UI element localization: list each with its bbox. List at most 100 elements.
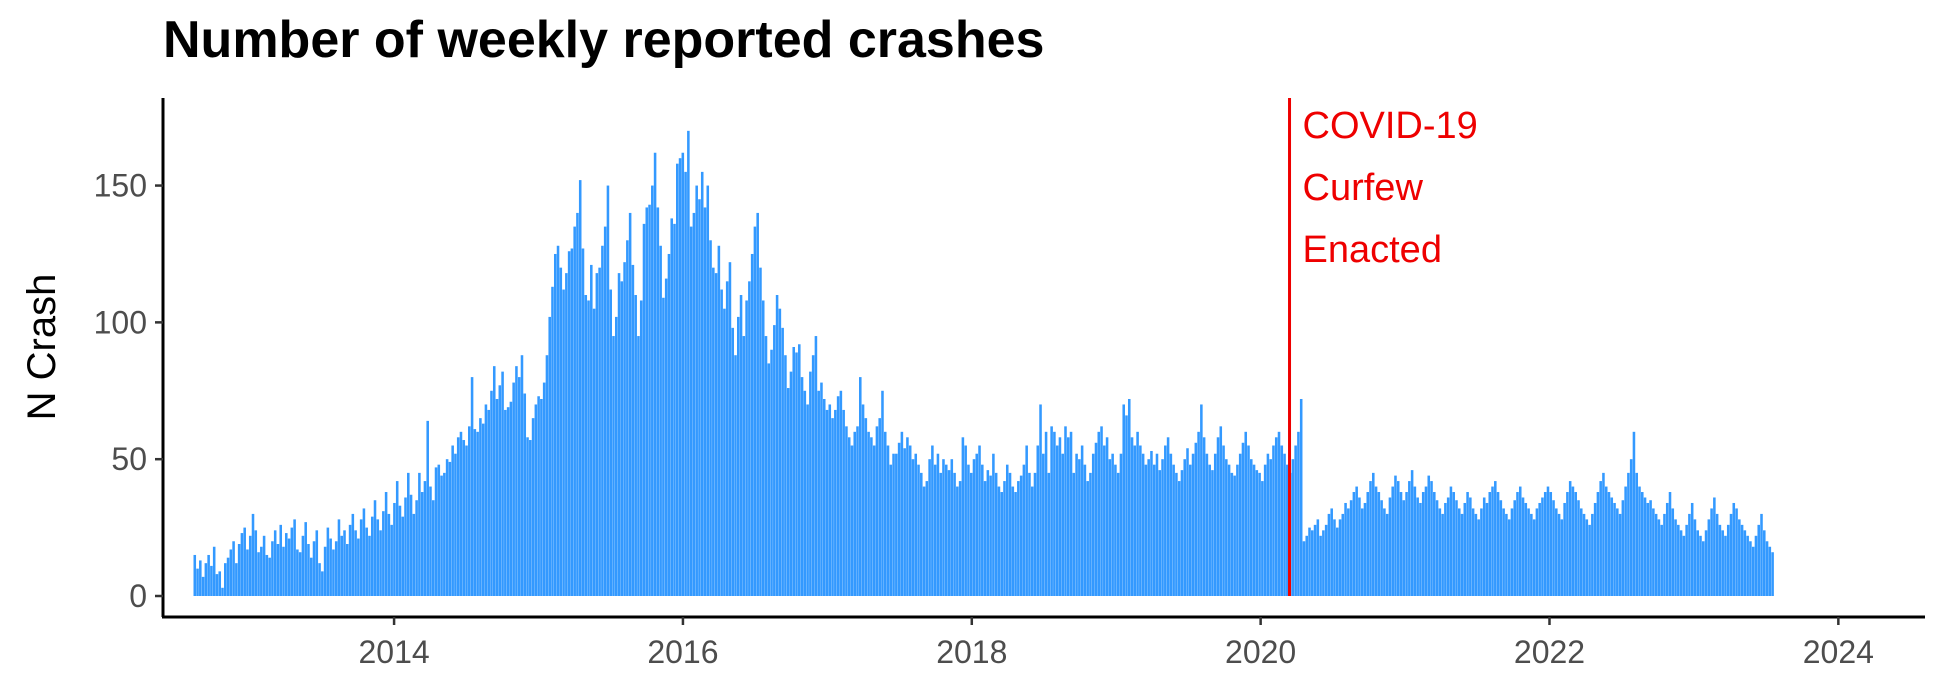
bar <box>825 409 829 596</box>
bar <box>462 440 466 596</box>
bar <box>1446 497 1450 596</box>
bar <box>811 355 815 596</box>
bar <box>1380 500 1383 596</box>
bar <box>836 396 840 596</box>
bar <box>1596 492 1600 596</box>
bar <box>359 519 363 596</box>
bar <box>598 267 601 596</box>
bar <box>196 568 199 596</box>
bar <box>1555 508 1558 596</box>
bar <box>881 390 884 596</box>
bar <box>667 253 671 596</box>
bar <box>1360 508 1364 596</box>
bar <box>409 494 413 596</box>
bar <box>687 130 690 596</box>
bar <box>1299 398 1303 596</box>
bar <box>537 396 540 596</box>
bar <box>1704 530 1708 596</box>
bar <box>792 347 796 596</box>
bar <box>1341 513 1345 596</box>
annotation-line-2: Curfew <box>1303 167 1424 209</box>
bar <box>573 226 576 596</box>
bar <box>1186 448 1189 596</box>
bar <box>357 538 360 596</box>
bar <box>714 273 718 596</box>
bar <box>456 437 460 596</box>
bar <box>506 407 510 596</box>
bar <box>1427 475 1431 596</box>
bar <box>1230 472 1234 596</box>
bar <box>1463 502 1467 596</box>
bar <box>379 530 382 596</box>
bar <box>989 475 992 596</box>
bar <box>1438 508 1442 596</box>
bar <box>1718 524 1722 596</box>
bar <box>806 404 809 596</box>
bar <box>756 212 759 597</box>
bar <box>1444 502 1447 596</box>
bar <box>1100 426 1103 596</box>
bar <box>545 355 549 596</box>
bar <box>975 453 979 596</box>
bar <box>1019 475 1023 596</box>
bar <box>1111 453 1114 596</box>
bar <box>1335 527 1339 596</box>
bar <box>207 554 210 596</box>
bar <box>651 185 654 596</box>
x-tick-label: 2022 <box>1514 634 1585 670</box>
bar <box>1638 486 1641 596</box>
bar <box>1549 492 1553 596</box>
bar <box>495 398 499 596</box>
bar <box>246 549 249 596</box>
bar <box>523 393 527 596</box>
bar <box>725 281 729 596</box>
bar <box>556 245 560 596</box>
bar <box>562 289 565 596</box>
bar <box>911 459 915 596</box>
bar-series <box>193 130 1774 597</box>
bar <box>1061 453 1064 596</box>
bar <box>1430 481 1433 596</box>
bar <box>1152 464 1156 596</box>
bar <box>423 481 427 596</box>
bar <box>1208 464 1211 596</box>
bar <box>1274 437 1278 596</box>
bar <box>1505 513 1508 596</box>
bar <box>570 248 574 597</box>
bar <box>1732 502 1736 596</box>
bar <box>983 481 987 596</box>
bar <box>517 377 521 596</box>
bar <box>1746 535 1749 596</box>
bar <box>1771 552 1774 596</box>
bar <box>706 185 710 596</box>
bar <box>1338 519 1342 596</box>
bar <box>1086 481 1089 596</box>
bar <box>251 513 255 596</box>
bar <box>698 199 701 597</box>
bar <box>1078 459 1081 596</box>
bar <box>248 535 252 596</box>
bar <box>1319 535 1322 596</box>
bar <box>759 267 762 596</box>
bar <box>282 546 285 596</box>
bar <box>958 481 962 596</box>
bar <box>487 409 490 596</box>
bar <box>492 366 496 596</box>
bar <box>1164 445 1167 596</box>
bar <box>1255 470 1259 596</box>
bar <box>1202 437 1206 596</box>
bar <box>864 418 868 596</box>
bar <box>1557 513 1561 596</box>
bar <box>1258 472 1261 596</box>
bar <box>285 533 288 596</box>
bar <box>1607 492 1611 596</box>
bar <box>1322 530 1325 596</box>
bar <box>1144 464 1148 596</box>
bar <box>1441 513 1444 596</box>
bar <box>944 464 948 596</box>
bar <box>534 404 538 596</box>
bar <box>1133 445 1137 596</box>
bar <box>565 273 568 596</box>
bar <box>595 273 599 596</box>
bar <box>1297 431 1300 596</box>
